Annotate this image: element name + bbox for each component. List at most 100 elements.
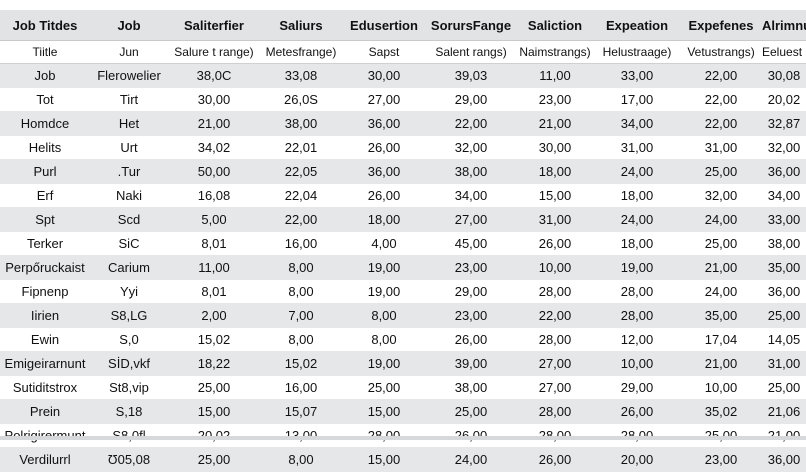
table-cell[interactable]: SİD,vkf (90, 351, 168, 376)
table-cell[interactable]: 38,00 (426, 375, 516, 400)
table-cell[interactable]: 10,00 (680, 375, 762, 400)
table-cell[interactable]: Naki (90, 183, 168, 208)
table-cell[interactable]: 16,00 (260, 231, 342, 256)
table-cell[interactable]: 24,00 (680, 279, 762, 304)
table-cell[interactable]: 29,00 (594, 375, 680, 400)
table-cell[interactable]: 17,00 (594, 87, 680, 112)
table-cell[interactable]: 16,08 (168, 183, 260, 208)
table-cell[interactable]: 38,0C (168, 63, 260, 88)
table-cell[interactable]: 33,00 (762, 207, 806, 232)
table-cell[interactable]: 33,00 (594, 63, 680, 88)
table-cell[interactable]: 23,00 (680, 447, 762, 472)
table-cell[interactable]: 15,00 (342, 447, 426, 472)
table-cell[interactable]: 8,01 (168, 231, 260, 256)
table-cell[interactable]: 18,00 (594, 231, 680, 256)
column-header[interactable]: Job Titdes (0, 10, 90, 41)
table-cell[interactable]: 34,00 (594, 111, 680, 136)
table-cell[interactable]: S,0 (90, 327, 168, 352)
table-row[interactable]: Ewin S,0 15,02 8,00 8,00 26,00 28,00 12,00 17,04… (0, 327, 806, 352)
table-cell[interactable]: 15,00 (342, 399, 426, 424)
row-title-cell[interactable]: Spt (0, 207, 90, 232)
table-cell[interactable]: 24,00 (680, 207, 762, 232)
table-cell[interactable]: Flerowelier (90, 63, 168, 88)
table-cell[interactable]: 39,00 (426, 351, 516, 376)
table-cell[interactable]: 35,00 (762, 255, 806, 280)
table-cell[interactable]: 10,00 (594, 351, 680, 376)
table-cell[interactable]: 19,00 (342, 351, 426, 376)
table-cell[interactable]: 16,00 (260, 375, 342, 400)
table-cell[interactable]: Het (90, 111, 168, 136)
table-row[interactable]: Sutiditstrox St8,vip 25,00 16,00 25,00 38,00 2… (0, 375, 806, 400)
column-header[interactable]: Edusertion (342, 10, 426, 41)
table-cell[interactable]: Carium (90, 255, 168, 280)
table-cell[interactable]: 19,00 (594, 255, 680, 280)
table-cell[interactable]: 11,00 (168, 255, 260, 280)
table-cell[interactable]: 30,00 (342, 63, 426, 88)
table-cell[interactable]: 28,00 (594, 303, 680, 328)
table-row[interactable]: Job Flerowelier 38,0C 33,08 30,00 39,03 11,00 3… (0, 63, 806, 88)
table-cell[interactable]: 19,00 (342, 255, 426, 280)
table-cell[interactable]: 36,00 (762, 159, 806, 184)
table-cell[interactable]: 11,00 (516, 63, 594, 88)
table-cell[interactable]: 15,00 (516, 183, 594, 208)
table-cell[interactable]: 25,00 (680, 159, 762, 184)
row-title-cell[interactable]: Iirien (0, 303, 90, 328)
table-cell[interactable]: .Tur (90, 159, 168, 184)
table-cell[interactable]: 24,00 (426, 447, 516, 472)
table-cell[interactable]: 20,02 (762, 87, 806, 112)
table-cell[interactable]: 22,05 (260, 159, 342, 184)
column-header[interactable]: Alrimnum (762, 10, 806, 41)
table-cell[interactable]: 21,00 (516, 111, 594, 136)
row-title-cell[interactable]: Job (0, 63, 90, 88)
column-header[interactable]: Expeation (594, 10, 680, 41)
row-title-cell[interactable]: Perpőruckaist (0, 255, 90, 280)
table-cell[interactable]: 26,00 (516, 231, 594, 256)
table-cell[interactable]: 36,00 (762, 447, 806, 472)
table-cell[interactable]: 21,00 (168, 111, 260, 136)
table-row[interactable]: Terker SiC 8,01 16,00 4,00 45,00 26,00 18,00 25,… (0, 231, 806, 256)
table-row[interactable]: Verdilurrl Ʊ05,08 25,00 8,00 15,00 24,00 26,00… (0, 447, 806, 472)
column-header[interactable]: Saliterfier (168, 10, 260, 41)
table-cell[interactable]: 8,00 (260, 327, 342, 352)
table-cell[interactable]: 50,00 (168, 159, 260, 184)
table-cell[interactable]: 32,00 (762, 135, 806, 160)
table-cell[interactable]: 22,00 (426, 111, 516, 136)
table-cell[interactable]: 5,00 (168, 207, 260, 232)
row-title-cell[interactable]: Erf (0, 183, 90, 208)
table-cell[interactable]: 29,00 (426, 279, 516, 304)
row-title-cell[interactable]: Emigeirarnunt (0, 351, 90, 376)
row-title-cell[interactable]: Prein (0, 399, 90, 424)
table-cell[interactable]: 23,00 (426, 255, 516, 280)
table-cell[interactable]: 39,03 (426, 63, 516, 88)
table-cell[interactable]: 34,00 (426, 183, 516, 208)
table-cell[interactable]: 8,00 (260, 447, 342, 472)
table-row[interactable]: Iirien S8,LG 2,00 7,00 8,00 23,00 22,00 28,00 35… (0, 303, 806, 328)
table-cell[interactable]: 18,00 (594, 183, 680, 208)
table-cell[interactable]: 8,00 (260, 279, 342, 304)
table-cell[interactable]: 34,02 (168, 135, 260, 160)
table-cell[interactable]: 35,00 (680, 303, 762, 328)
table-cell[interactable]: 21,06 (762, 399, 806, 424)
column-header[interactable]: Expefenes (680, 10, 762, 41)
row-title-cell[interactable]: Verdilurrl (0, 447, 90, 472)
table-cell[interactable]: 21,00 (680, 351, 762, 376)
table-cell[interactable]: Ʊ05,08 (90, 447, 168, 472)
table-cell[interactable]: 31,00 (516, 207, 594, 232)
row-title-cell[interactable]: Tot (0, 87, 90, 112)
table-cell[interactable]: 30,00 (516, 135, 594, 160)
table-cell[interactable]: S,18 (90, 399, 168, 424)
table-cell[interactable]: 36,00 (342, 159, 426, 184)
table-cell[interactable]: 17,04 (680, 327, 762, 352)
table-row[interactable]: Erf Naki 16,08 22,04 26,00 34,00 15,00 18,00 32,… (0, 183, 806, 208)
table-cell[interactable]: 32,00 (680, 183, 762, 208)
table-cell[interactable]: 27,00 (342, 87, 426, 112)
table-row[interactable]: Emigeirarnunt SİD,vkf 18,22 15,02 19,00 39,00… (0, 351, 806, 376)
table-cell[interactable]: 7,00 (260, 303, 342, 328)
table-cell[interactable]: 22,00 (680, 111, 762, 136)
table-cell[interactable]: 25,00 (426, 399, 516, 424)
table-cell[interactable]: 25,00 (762, 375, 806, 400)
table-cell[interactable]: 22,00 (260, 207, 342, 232)
table-cell[interactable]: St8,vip (90, 375, 168, 400)
table-cell[interactable]: 15,02 (168, 327, 260, 352)
table-cell[interactable]: 34,00 (762, 183, 806, 208)
